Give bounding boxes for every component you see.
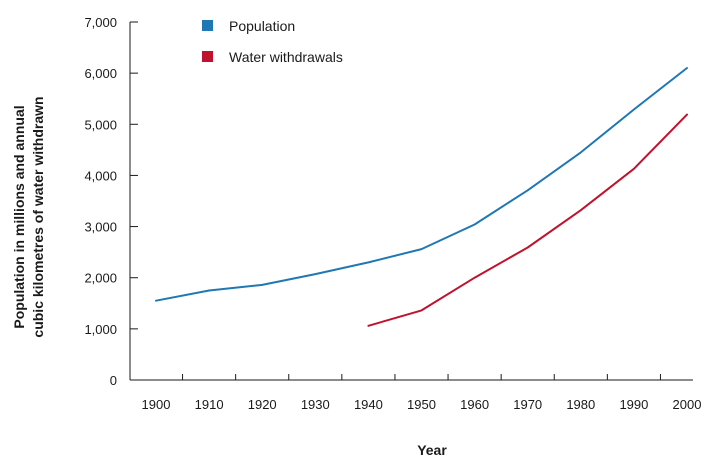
series-line-population	[155, 67, 688, 302]
x-tick-label: 2000	[673, 397, 702, 412]
x-tick-label: 1930	[301, 397, 330, 412]
legend-label-water-withdrawals: Water withdrawals	[229, 49, 343, 65]
y-tick-label: 1,000	[84, 322, 117, 337]
x-tick-label: 1910	[195, 397, 224, 412]
legend-swatch-population	[202, 20, 213, 31]
y-tick-label: 2,000	[84, 271, 117, 286]
x-axis: 1900 1910 1920 1930 1940 1950 1960 1970 1980 1990…	[130, 374, 701, 412]
y-tick-label: 0	[110, 373, 117, 388]
y-tick-label: 3,000	[84, 220, 117, 235]
y-tick-label: 7,000	[84, 15, 117, 30]
legend-label-population: Population	[229, 18, 295, 34]
series-lines	[155, 67, 688, 327]
x-tick-label: 1960	[460, 397, 489, 412]
x-tick-label: 1940	[354, 397, 383, 412]
x-tick-label: 1950	[407, 397, 436, 412]
series-line-water-withdrawals	[367, 113, 688, 327]
legend-swatch-water-withdrawals	[202, 51, 213, 62]
x-tick-label: 1920	[248, 397, 277, 412]
legend: Population Water withdrawals	[202, 18, 343, 65]
y-axis-title-line-1: Population in millions and annual	[11, 105, 27, 328]
x-tick-label: 1990	[619, 397, 648, 412]
x-tick-label: 1900	[142, 397, 171, 412]
y-tick-label: 5,000	[84, 117, 117, 132]
x-axis-title: Year	[417, 442, 447, 458]
x-tick-label: 1970	[513, 397, 542, 412]
y-axis-title-line-2: cubic kilometres of water withdrawn	[30, 96, 46, 337]
y-tick-label: 6,000	[84, 66, 117, 81]
x-tick-label: 1980	[566, 397, 595, 412]
y-axis: 0 1,000 2,000 3,000 4,000 5,000 6,000 7,000	[84, 15, 138, 388]
y-tick-label: 4,000	[84, 168, 117, 183]
